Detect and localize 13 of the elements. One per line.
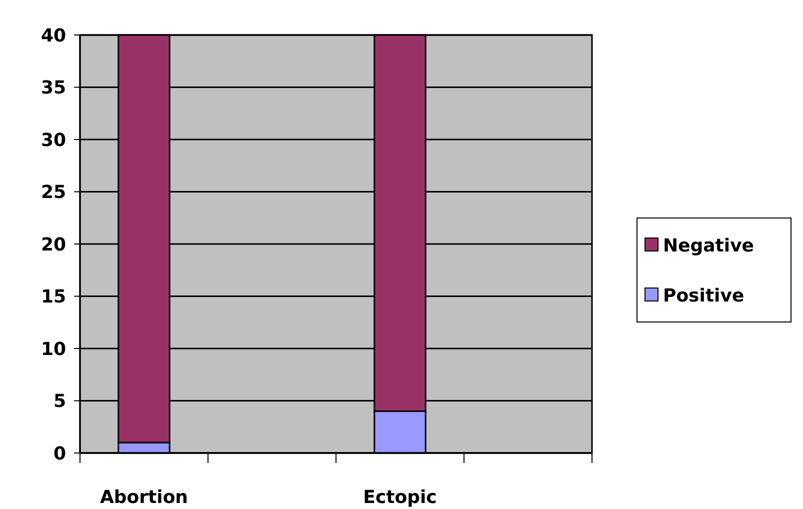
y-tick-label: 0 [53,443,66,464]
y-tick-label: 5 [53,391,66,412]
y-tick-label: 30 [40,130,66,151]
x-tick-label: Ectopic [363,487,437,508]
y-tick-label: 20 [40,234,66,256]
legend-label: Negative [663,235,754,256]
legend-label: Positive [663,285,744,306]
x-tick-label: Abortion [100,487,188,508]
y-tick-label: 15 [40,286,66,308]
y-tick-label: 25 [40,182,66,204]
y-tick-label: 35 [40,78,66,99]
y-tick-label: 10 [40,338,66,360]
y-tick-label: 40 [40,25,66,46]
